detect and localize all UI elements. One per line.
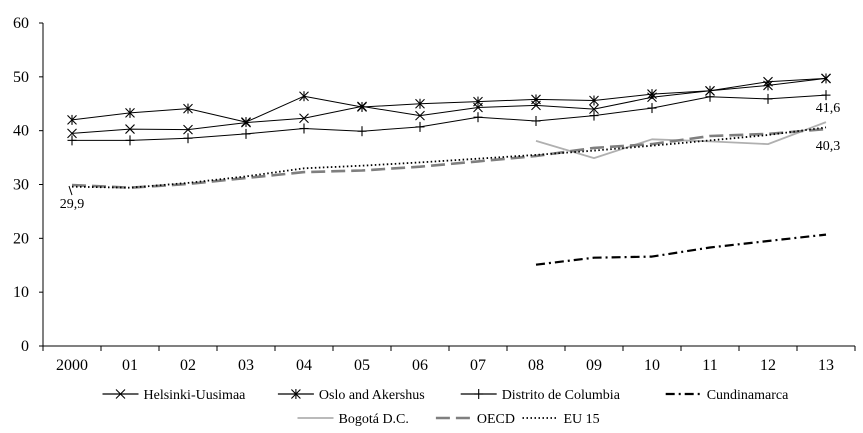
legend-label: Oslo and Akershus — [319, 388, 425, 403]
legend-marker — [115, 389, 126, 399]
data-point — [473, 112, 483, 123]
legend-item: Bogotá D.C. — [297, 412, 409, 427]
data-point — [241, 128, 251, 139]
x-tick-label: 07 — [470, 357, 486, 374]
y-tick-label: 60 — [13, 15, 29, 32]
data-label: 29,9 — [60, 197, 85, 212]
data-point — [531, 94, 541, 105]
x-axis: 2000 01 02 03 04 05 06 07 08 09 10 11 12 13 — [42, 345, 856, 374]
x-tick-label: 03 — [238, 357, 254, 374]
data-point — [183, 124, 193, 135]
x-tick-label: 10 — [644, 357, 660, 374]
data-label-leader — [68, 185, 73, 196]
data-point — [183, 133, 193, 144]
legend-label: Distrito de Columbia — [502, 388, 621, 403]
y-tick-label: 0 — [21, 338, 29, 355]
y-tick-label: 20 — [13, 230, 29, 247]
data-point — [589, 95, 599, 106]
series-lines — [67, 73, 831, 266]
data-point — [67, 114, 77, 125]
y-tick-label: 10 — [13, 284, 29, 301]
data-point — [763, 80, 773, 91]
legend-label: EU 15 — [564, 412, 600, 427]
legend-marker — [474, 389, 484, 399]
legend-item: Distrito de Columbia — [460, 388, 621, 403]
series-oecd — [71, 127, 827, 189]
series-line — [535, 233, 827, 266]
y-tick-label: 40 — [13, 123, 29, 140]
legend: Helsinki-Uusimaa Oslo and Akershus Distrit… — [102, 388, 789, 427]
legend-label: OECD — [477, 412, 515, 427]
series-line — [71, 77, 827, 134]
data-point — [299, 91, 309, 102]
series-line — [72, 94, 827, 141]
data-point — [647, 103, 657, 114]
series-line — [71, 77, 827, 123]
series-helsinki-uusimaa — [67, 73, 831, 139]
data-point — [415, 121, 425, 132]
x-tick-label: 01 — [122, 357, 138, 374]
data-point — [589, 104, 599, 115]
legend-item: OECD — [435, 412, 515, 427]
data-point — [125, 124, 135, 134]
data-point — [183, 103, 193, 114]
data-label: 40,3 — [816, 139, 841, 154]
legend-item: Helsinki-Uusimaa — [102, 388, 247, 403]
legend-label: Cundinamarca — [707, 388, 789, 403]
x-tick-label: 2000 — [56, 357, 88, 374]
x-tick-label: 12 — [760, 357, 776, 374]
data-point — [531, 115, 541, 126]
data-point — [299, 113, 309, 124]
x-tick-label: 08 — [528, 357, 544, 374]
legend-item: Oslo and Akershus — [277, 388, 425, 403]
data-point — [125, 107, 135, 118]
data-point — [357, 101, 367, 112]
legend-item: Cundinamarca — [665, 388, 789, 403]
x-tick-label: 04 — [296, 357, 312, 374]
data-point — [705, 91, 715, 102]
data-point — [357, 126, 367, 137]
data-point — [67, 128, 77, 139]
x-tick-label: 13 — [818, 357, 834, 374]
data-point — [821, 90, 831, 101]
data-point — [473, 96, 483, 107]
series-cundinamarca — [535, 233, 827, 266]
legend-label: Bogotá D.C. — [339, 412, 409, 427]
legend-label: Helsinki-Uusimaa — [144, 388, 247, 403]
y-tick-label: 30 — [13, 177, 29, 194]
data-point — [125, 135, 135, 146]
data-point — [415, 98, 425, 109]
legend-marker — [291, 389, 301, 399]
series-oslo-and-akershus — [67, 73, 831, 128]
x-tick-label: 11 — [702, 357, 717, 374]
y-axis: 0 10 20 30 40 50 60 — [13, 15, 44, 355]
data-point — [241, 117, 251, 128]
x-tick-label: 06 — [412, 357, 428, 374]
data-point — [589, 110, 599, 121]
x-tick-label: 09 — [586, 357, 602, 374]
data-point — [299, 123, 309, 134]
series-line — [71, 127, 827, 189]
x-tick-label: 02 — [180, 357, 196, 374]
data-label: 41,6 — [816, 101, 841, 116]
legend-item: EU 15 — [522, 412, 600, 427]
data-point — [67, 135, 77, 146]
series-distrito-de-columbia — [67, 90, 831, 146]
data-point — [647, 89, 657, 100]
x-tick-label: 05 — [354, 357, 370, 374]
data-point — [763, 93, 773, 104]
y-tick-label: 50 — [13, 69, 29, 86]
data-point — [821, 73, 831, 84]
annotations: 29,9 41,6 40,3 — [60, 101, 841, 212]
data-point — [415, 110, 425, 121]
